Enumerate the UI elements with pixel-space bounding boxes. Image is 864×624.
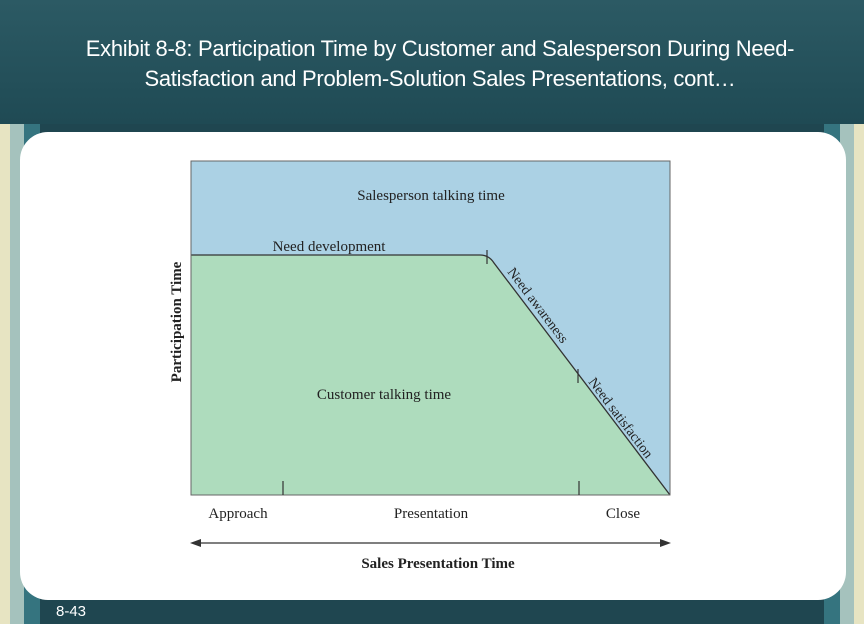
stage-approach-label: Approach [208,506,268,522]
need-development-label: Need development [273,239,387,255]
stage-presentation-label: Presentation [394,506,469,522]
time-axis-arrowhead-left [190,539,201,547]
customer-area [191,255,670,495]
customer-time-label: Customer talking time [317,387,451,403]
stage-close-label: Close [606,506,641,522]
time-axis-arrowhead-right [660,539,671,547]
slide-title-line-2: Satisfaction and Problem-Solution Sales … [144,66,736,91]
y-axis-label: Participation Time [169,261,185,382]
right-stripe-3 [854,0,864,624]
slide-number: 8-43 [56,603,87,620]
title-bar [0,0,864,124]
left-stripe-1 [0,0,10,624]
plot-frame [190,160,671,496]
slide-title-line-1: Exhibit 8-8: Participation Time by Custo… [85,36,795,61]
x-axis-label: Sales Presentation Time [361,556,515,572]
boundary-line [191,254,671,496]
slide-title: Exhibit 8-8: Participation Time by Custo… [52,34,828,94]
salesperson-time-label: Salesperson talking time [357,188,505,204]
